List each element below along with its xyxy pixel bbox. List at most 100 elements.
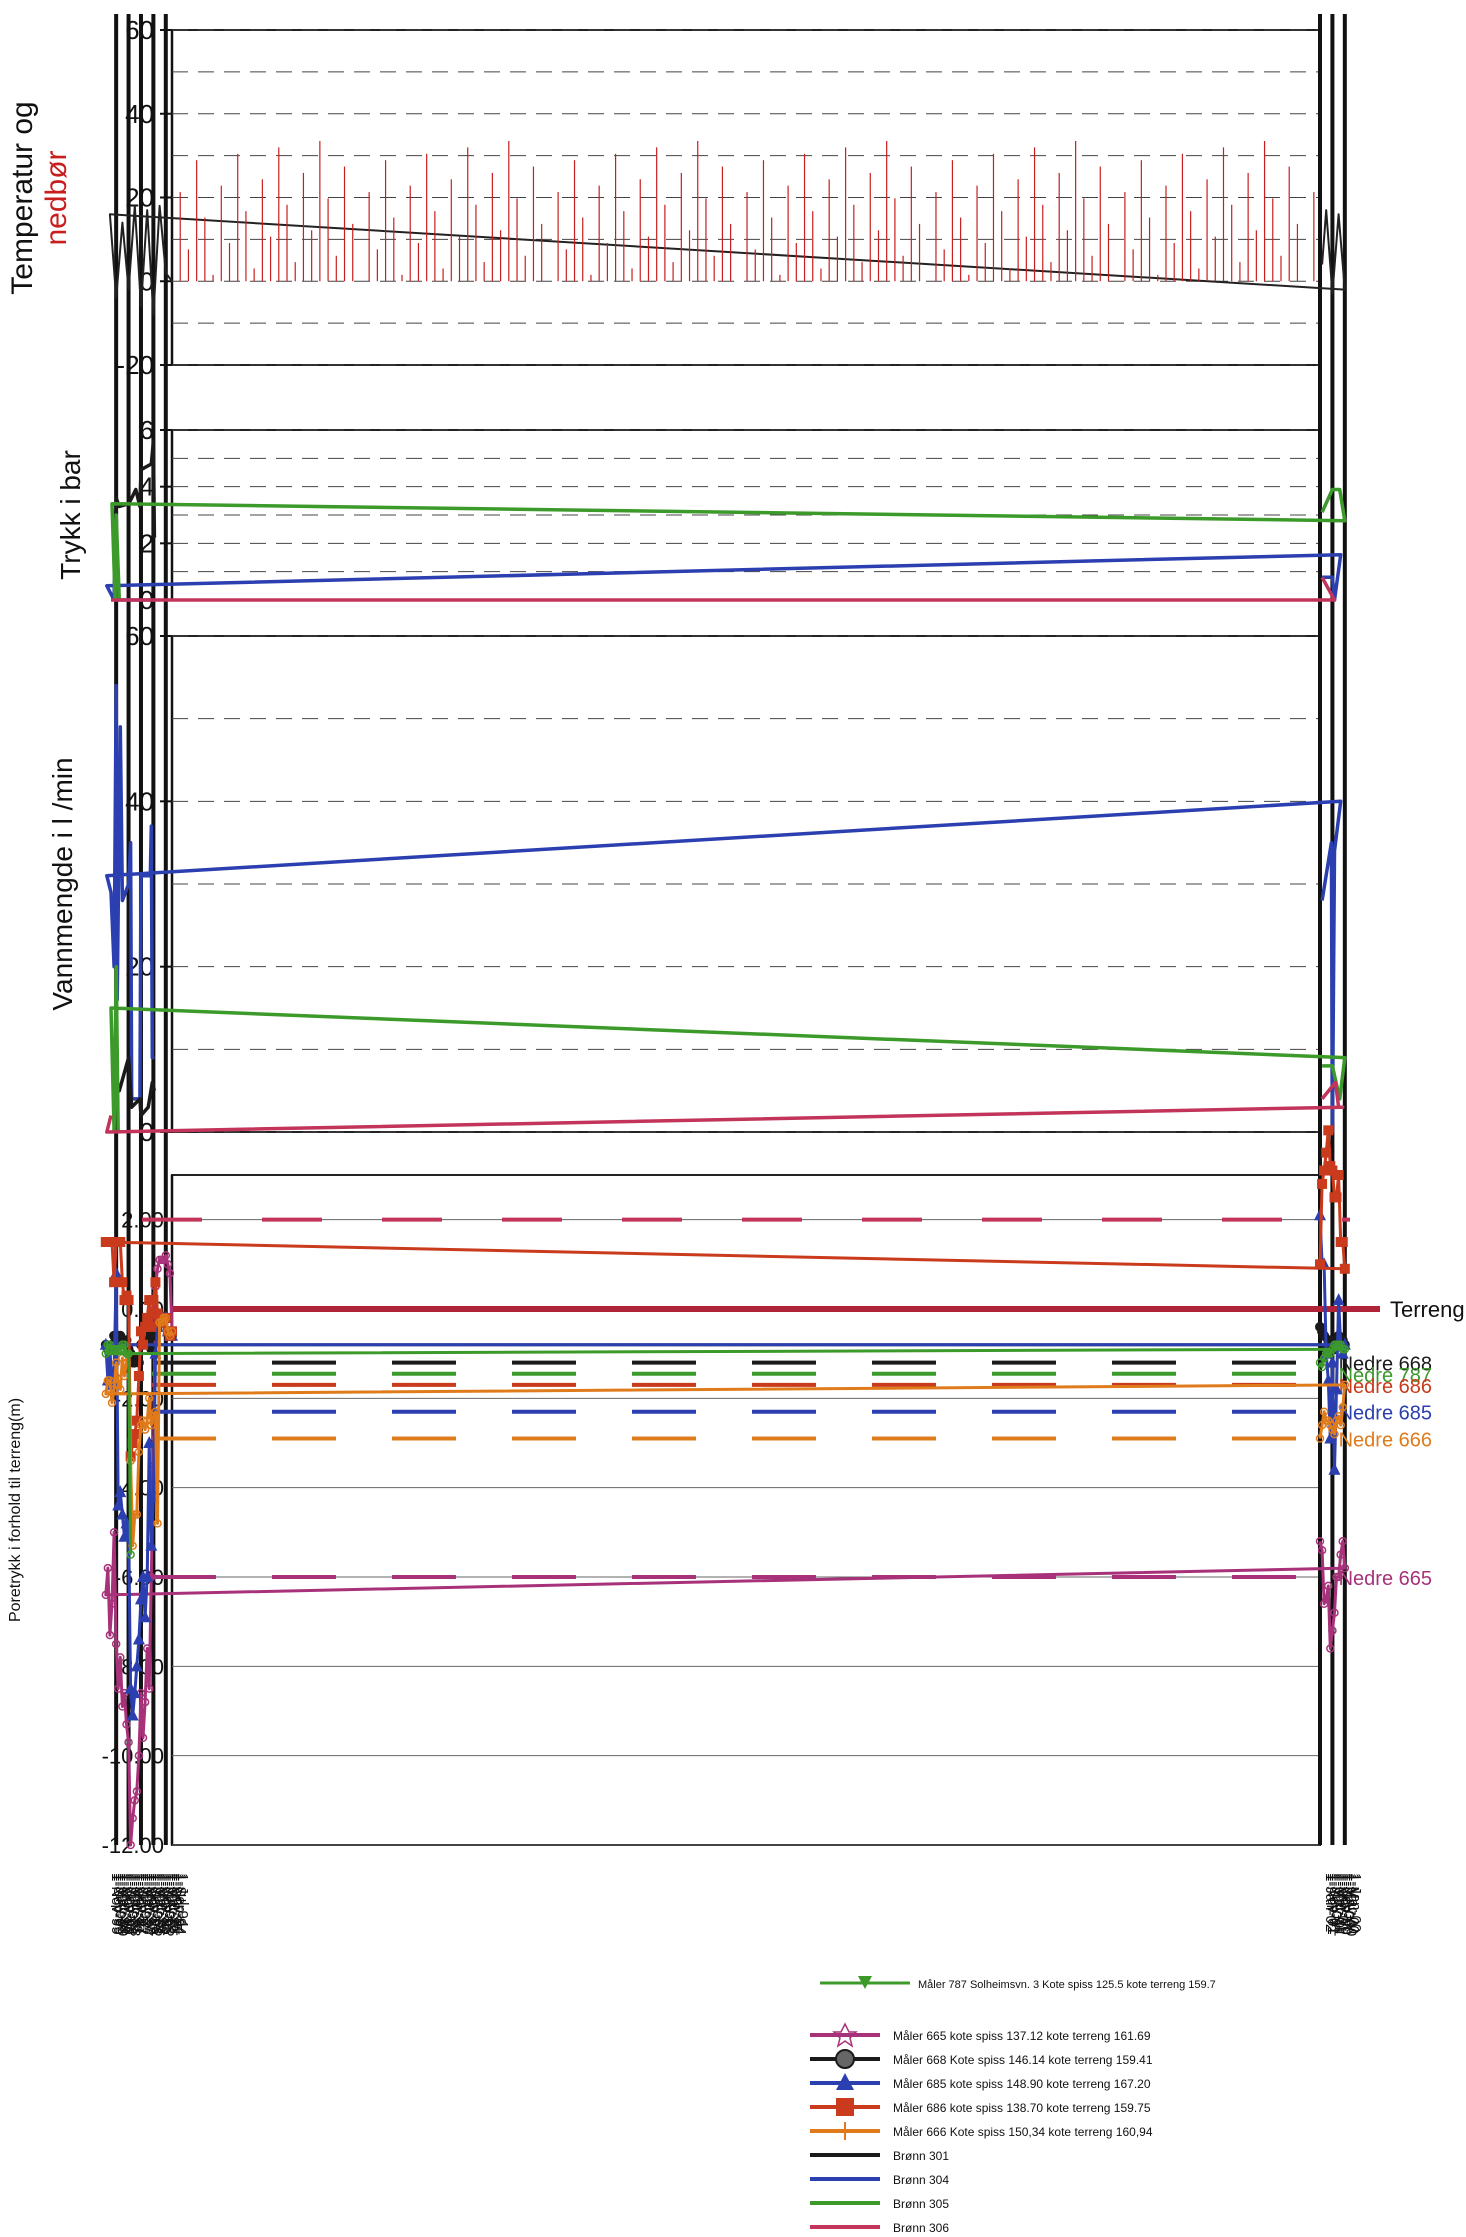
pore-pressure-point xyxy=(1322,1373,1335,1386)
pore-pressure-point xyxy=(1317,1178,1328,1189)
pore-pressure-point xyxy=(118,1702,127,1711)
pore-pressure-point xyxy=(1321,1147,1332,1158)
pore-pressure-point xyxy=(151,1407,160,1416)
flow-series-line xyxy=(105,683,1343,1134)
pore-pressure-point xyxy=(134,1447,144,1457)
pore-pressure-point xyxy=(142,1644,152,1653)
pore-pressure-point xyxy=(1317,1545,1327,1555)
pore-pressure-point xyxy=(1340,1563,1350,1573)
reference-line-label: Nedre 686 xyxy=(1339,1376,1432,1398)
pore-pressure-point xyxy=(1328,1626,1337,1635)
pore-pressure-point xyxy=(1317,1362,1327,1372)
pore-pressure-point xyxy=(109,1277,120,1288)
pore-pressure-series-line xyxy=(104,1128,1347,1458)
pore-pressure-point xyxy=(103,1563,113,1573)
pore-pressure-point xyxy=(117,1277,128,1288)
flow-series-line xyxy=(105,1080,1345,1134)
pore-pressure-point xyxy=(1334,1411,1343,1421)
reference-line-label: Nedre 665 xyxy=(1339,1568,1432,1590)
pore-pressure-point xyxy=(165,1331,175,1341)
pore-pressure-point xyxy=(142,1416,152,1425)
pore-pressure-point xyxy=(142,1312,153,1323)
pore-pressure-point xyxy=(1324,1581,1333,1591)
pore-pressure-point xyxy=(124,1738,133,1747)
pore-pressure-point xyxy=(138,1733,148,1743)
x-tick-label: 1-Sep-99 xyxy=(110,1873,127,1935)
pore-pressure-point xyxy=(119,1295,130,1306)
pore-pressure-point xyxy=(130,1659,143,1672)
pore-pressure-point xyxy=(133,1371,144,1381)
pore-pressure-point xyxy=(165,1269,175,1278)
pore-pressure-point xyxy=(116,1653,125,1662)
legend-label: Måler 686 kote spiss 138.70 kote terreng… xyxy=(893,2101,1151,2115)
legend-marker xyxy=(836,2098,854,2116)
x-tick-label: 1-Jul-94 xyxy=(174,1873,191,1927)
pore-pressure-point xyxy=(116,1385,125,1394)
pore-pressure-point xyxy=(1329,1192,1340,1203)
pore-pressure-point xyxy=(126,1708,139,1721)
x-tick-label: 1-Sep-01 xyxy=(1326,1873,1343,1935)
pore-pressure-point xyxy=(109,1528,119,1537)
x-tick-label: 1-Mar-97 xyxy=(141,1873,158,1934)
pore-pressure-point xyxy=(116,1507,129,1520)
pore-pressure-point xyxy=(122,1720,131,1729)
pore-pressure-point xyxy=(112,1498,125,1511)
pore-pressure-point xyxy=(1332,1572,1341,1582)
pore-pressure-point xyxy=(126,1550,135,1559)
flow-series-line xyxy=(109,964,1347,1134)
legend-label: Brønn 305 xyxy=(893,2197,949,2211)
x-tick-label: 1-May-96 xyxy=(151,1873,168,1936)
y-axis-title: Trykk i bar xyxy=(55,450,86,580)
x-tick-label: 1-Sep-96 xyxy=(147,1873,164,1935)
x-tick-label: 1-Sep-94 xyxy=(172,1873,189,1935)
pore-pressure-point xyxy=(139,1610,152,1623)
legend-label: Måler 787 Solheimsvn. 3 Kote spiss 125.5… xyxy=(918,1979,1216,1991)
x-tick-label: 1-Nov-01 xyxy=(1324,1873,1341,1935)
pore-pressure-point xyxy=(1315,1358,1325,1367)
x-tick-label: 1-Nov-96 xyxy=(145,1873,162,1935)
pore-pressure-point xyxy=(137,1570,150,1582)
pore-pressure-point xyxy=(111,1358,121,1367)
pore-pressure-series-line xyxy=(104,1343,1347,1555)
pore-pressure-point xyxy=(1326,1355,1339,1368)
x-tick-label: 1-Jul-00 xyxy=(1341,1873,1358,1927)
y-axis-title: Temperatur ognedbør xyxy=(6,101,73,294)
y-tick-label: -20 xyxy=(116,350,154,380)
y-axis-title: Vannmengde i l /min xyxy=(47,757,78,1010)
pore-pressure-point xyxy=(150,1277,161,1288)
pore-pressure-point xyxy=(131,1415,142,1426)
x-tick-label: 1-Sep-95 xyxy=(160,1873,177,1935)
pore-pressure-point xyxy=(128,1813,137,1823)
pore-pressure-point xyxy=(145,1538,158,1551)
x-tick-label: 1-Jul-95 xyxy=(162,1873,179,1927)
x-tick-label: 1-Mar-00 xyxy=(1345,1873,1362,1934)
pressure-series-line xyxy=(110,487,1347,602)
y-tick-label: 2 xyxy=(140,528,154,558)
x-tick-label: 1-May-00 xyxy=(1343,1873,1360,1936)
pore-pressure-point xyxy=(1315,1259,1325,1270)
pore-pressure-point xyxy=(130,1796,140,1805)
pore-pressure-point xyxy=(1328,1425,1337,1434)
pore-pressure-point xyxy=(111,1639,121,1649)
x-tick-label: 1-Jul-99 xyxy=(112,1873,129,1927)
pore-pressure-point xyxy=(155,1318,164,1327)
pore-pressure-point xyxy=(1336,1550,1345,1559)
x-tick-label: 1-Jan-96 xyxy=(155,1873,172,1932)
pore-pressure-point xyxy=(109,1385,119,1394)
pore-pressure-point xyxy=(1330,1429,1339,1439)
pore-pressure-point xyxy=(132,1787,142,1796)
x-tick-label: 1-Nov-95 xyxy=(157,1873,174,1935)
x-tick-label: 1-Mar-01 xyxy=(1332,1873,1349,1934)
pore-pressure-point xyxy=(1333,1170,1344,1180)
x-tick-label: 1-Jan-00 xyxy=(1347,1873,1364,1932)
x-tick-label: 1-May-98 xyxy=(126,1873,143,1936)
reference-line-label: Nedre 666 xyxy=(1339,1430,1432,1452)
pore-pressure-point xyxy=(1325,1161,1336,1172)
pore-pressure-point xyxy=(1339,1263,1350,1274)
legend-label: Måler 685 kote spiss 148.90 kote terreng… xyxy=(893,2077,1151,2091)
pore-pressure-point xyxy=(1332,1293,1345,1306)
y-axis-title-line-2: nedbør xyxy=(40,150,73,245)
pore-pressure-point xyxy=(100,1237,111,1247)
legend-label: Måler 668 Kote spiss 146.14 kote terreng… xyxy=(893,2053,1153,2067)
